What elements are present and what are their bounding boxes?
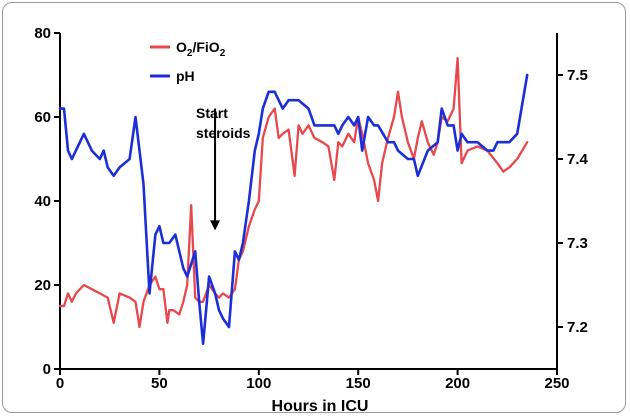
series-line-o2-fio2 — [58, 57, 529, 329]
right-tick-label: 7.2 — [567, 319, 588, 336]
left-tick-label: 40 — [34, 193, 51, 210]
x-axis-title: Hours in ICU — [272, 398, 369, 415]
left-tick-label: 20 — [34, 277, 51, 294]
x-tick-label: 250 — [544, 375, 569, 392]
x-tick-label: 100 — [246, 375, 271, 392]
series-layer — [58, 57, 529, 346]
left-tick-label: 0 — [43, 361, 51, 378]
annotation-arrow-head — [210, 220, 221, 231]
right-y-axis: 7.2 7.3 7.4 7.5 — [556, 33, 589, 369]
chart-frame — [2, 2, 626, 413]
annotation-label-line1: Start — [196, 105, 228, 121]
legend-label-ph: pH — [176, 68, 195, 84]
left-tick-label: 80 — [34, 25, 51, 42]
x-tick-label: 50 — [151, 375, 168, 392]
right-tick-label: 7.4 — [567, 151, 589, 168]
legend: O2/FiO2 pH — [150, 39, 226, 84]
x-axis: 0 50 100 150 200 250 — [56, 368, 570, 392]
right-tick-label: 7.3 — [567, 235, 588, 252]
left-tick-label: 60 — [34, 109, 51, 126]
x-tick-label: 200 — [445, 375, 470, 392]
series-line-ph — [58, 73, 529, 346]
legend-label-o2-fio2: O2/FiO2 — [176, 39, 226, 59]
annotation-label-line2: steroids — [196, 125, 251, 141]
steroids-annotation: Start steroids — [196, 105, 251, 231]
x-tick-label: 150 — [346, 375, 371, 392]
right-tick-label: 7.5 — [567, 67, 588, 84]
left-y-axis: 0 20 40 60 80 — [34, 25, 61, 378]
x-tick-label: 0 — [56, 375, 64, 392]
